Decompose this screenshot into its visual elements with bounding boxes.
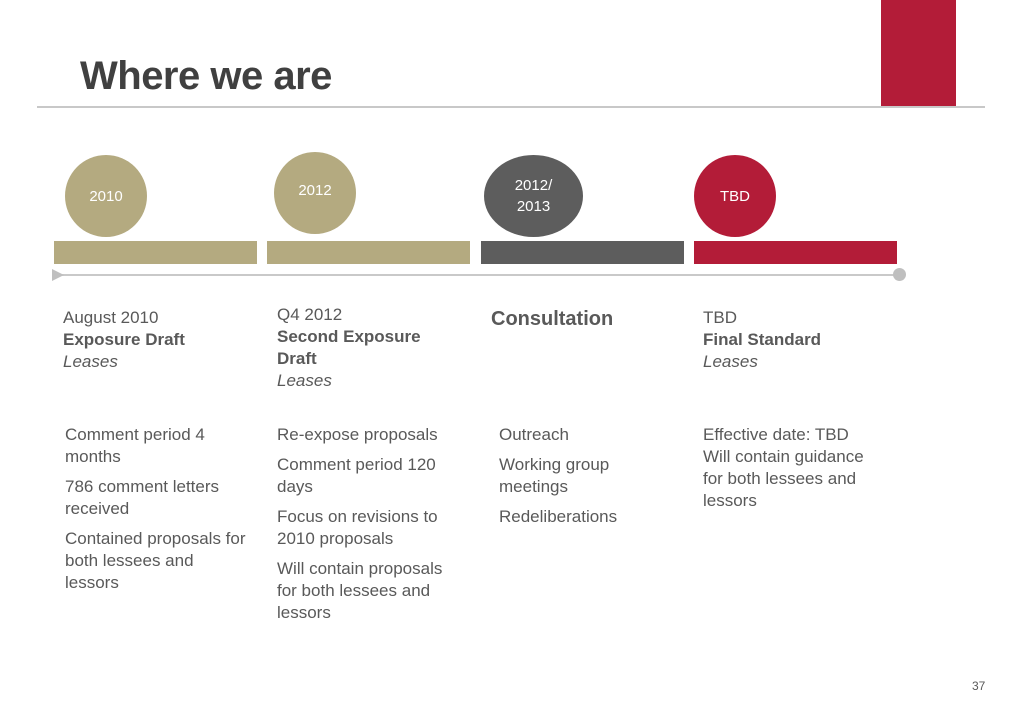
title-divider bbox=[37, 106, 985, 108]
stage-heading-2010: August 2010 Exposure Draft Leases bbox=[63, 307, 263, 373]
stage-name: Exposure Draft bbox=[63, 330, 185, 349]
detail-item: Comment period 4 months bbox=[65, 425, 205, 466]
detail-item: Will contain guidance for both lessees a… bbox=[703, 447, 864, 510]
detail-item: Contained proposals for both lessees and… bbox=[65, 529, 246, 592]
timeline-bar-2012 bbox=[267, 241, 470, 264]
stage-subject: Leases bbox=[277, 371, 332, 390]
stage-details-consultation: Outreach Working group meetings Redelibe… bbox=[499, 424, 659, 536]
stage-date: TBD bbox=[703, 308, 737, 327]
stage-heading-consultation: Consultation bbox=[491, 308, 614, 330]
detail-item: Outreach bbox=[499, 425, 569, 444]
detail-item: Will contain proposals for both lessees … bbox=[277, 559, 443, 622]
detail-item: Re-expose proposals bbox=[277, 425, 438, 444]
page-title: Where we are bbox=[80, 54, 332, 98]
timeline-bar-2010 bbox=[54, 241, 257, 264]
timeline-bar-tbd bbox=[694, 241, 897, 264]
stage-date: Q4 2012 bbox=[277, 305, 343, 324]
detail-item: Effective date: TBD bbox=[703, 425, 849, 444]
timeline-bar-consultation bbox=[481, 241, 684, 264]
timeline-start-arrow bbox=[52, 269, 64, 281]
milestone-circle-2010: 2010 bbox=[65, 155, 147, 237]
timeline-end-dot bbox=[893, 268, 906, 281]
detail-item: Comment period 120 days bbox=[277, 455, 436, 496]
milestone-year: TBD bbox=[720, 187, 750, 205]
milestone-circle-tbd: TBD bbox=[694, 155, 776, 237]
stage-details-2012: Re-expose proposals Comment period 120 d… bbox=[277, 424, 462, 632]
milestone-year: 2012 bbox=[298, 181, 332, 199]
stage-heading-2012: Q4 2012 Second Exposure Draft Leases bbox=[277, 304, 447, 392]
detail-item: Focus on revisions to 2010 proposals bbox=[277, 507, 438, 548]
milestone-circle-2012: 2012 bbox=[274, 152, 356, 234]
milestone-year: 2010 bbox=[89, 187, 123, 205]
stage-date: August 2010 bbox=[63, 308, 159, 327]
corner-accent-block bbox=[881, 0, 956, 107]
stage-name: Second Exposure Draft bbox=[277, 327, 421, 368]
detail-item: Working group meetings bbox=[499, 455, 610, 496]
stage-heading-tbd: TBD Final Standard Leases bbox=[703, 307, 903, 373]
timeline-axis bbox=[62, 274, 900, 276]
milestone-circle-2012-2013: 2012/ 2013 bbox=[484, 155, 583, 237]
stage-details-tbd: Effective date: TBD Will contain guidanc… bbox=[703, 424, 888, 512]
stage-details-2010: Comment period 4 months 786 comment lett… bbox=[65, 424, 250, 602]
milestone-year: 2012/ 2013 bbox=[514, 177, 553, 215]
page-number: 37 bbox=[972, 679, 986, 693]
detail-item: 786 comment letters received bbox=[65, 477, 220, 518]
stage-subject: Leases bbox=[703, 352, 758, 371]
stage-subject: Leases bbox=[63, 352, 118, 371]
detail-item: Redeliberations bbox=[499, 507, 618, 526]
stage-name: Final Standard bbox=[703, 330, 822, 349]
